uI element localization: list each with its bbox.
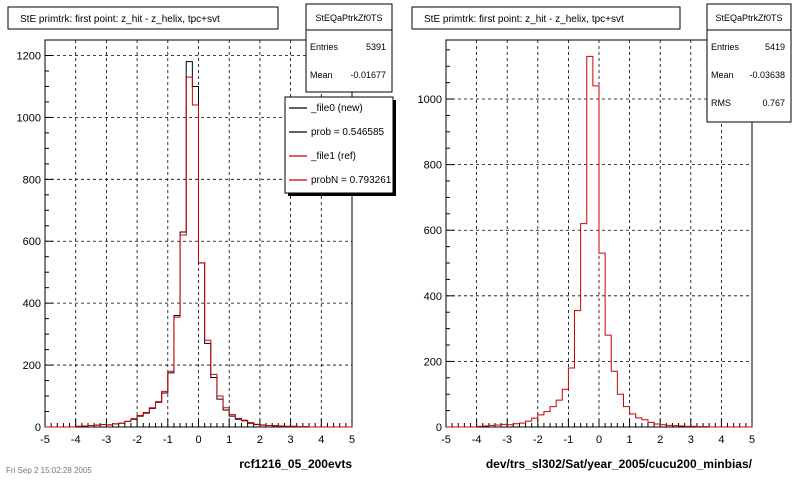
stats-box [706, 3, 792, 123]
stats-name: StEQaPtrkZf0TS [315, 13, 382, 23]
stats-box [305, 3, 393, 93]
x-tick-label: 0 [596, 434, 602, 446]
x-tick-label: -4 [71, 434, 81, 446]
x-tick-label: 5 [749, 434, 755, 446]
stats-label: Entries [711, 42, 740, 52]
stats-label: Mean [711, 70, 734, 80]
x-tick-label: 2 [657, 434, 663, 446]
title-box [7, 6, 279, 30]
stats-value: -0.01677 [350, 70, 386, 80]
x-tick-label: -1 [163, 434, 173, 446]
y-tick-label: 600 [424, 225, 442, 237]
y-tick-label: 800 [23, 174, 41, 186]
stats-name: StEQaPtrkZf0TS [715, 13, 782, 23]
x-tick-label: 3 [288, 434, 294, 446]
y-tick-label: 1200 [17, 50, 41, 62]
y-tick-label: 0 [436, 422, 442, 434]
x-tick-label: 4 [318, 434, 324, 446]
y-tick-label: 200 [23, 360, 41, 372]
chart-title: StE primtrk: first point: z_hit - z_heli… [424, 14, 624, 25]
legend-label: prob = 0.546585 [311, 127, 385, 138]
stats-value: -0.03638 [749, 70, 785, 80]
footer-timestamp: Fri Sep 2 15:02:28 2005 [6, 466, 92, 475]
x-tick-label: 4 [718, 434, 724, 446]
stats-value: 5419 [765, 42, 785, 52]
x-tick-label: 3 [688, 434, 694, 446]
legend-label: _file0 (new) [310, 103, 363, 114]
stats-label: Entries [310, 42, 339, 52]
x-axis-label: rcf1216_05_200evts [239, 457, 352, 471]
y-tick-label: 0 [35, 422, 41, 434]
chart-title: StE primtrk: first point: z_hit - z_heli… [20, 14, 220, 25]
x-tick-label: 1 [627, 434, 633, 446]
histogram-series-2 [45, 76, 352, 428]
x-tick-label: -4 [472, 434, 482, 446]
x-axis-label: dev/trs_sl302/Sat/year_2005/cucu200_minb… [486, 457, 753, 471]
y-tick-label: 600 [23, 236, 41, 248]
chart-panel-1: -5 -4 -3 -2 -1 0 1 2 3 4 5 0 200 400 600 800 1000 1200 StE… [7, 3, 396, 471]
stats-value: 5391 [366, 42, 386, 52]
y-tick-label: 400 [424, 291, 442, 303]
y-tick-label: 1000 [418, 94, 442, 106]
x-tick-label: -1 [564, 434, 574, 446]
x-tick-label: -2 [132, 434, 142, 446]
y-tick-label: 1000 [17, 112, 41, 124]
title-box [411, 6, 681, 30]
stats-label: RMS [711, 98, 731, 108]
histogram-series-1 [446, 55, 752, 428]
x-tick-label: 1 [226, 434, 232, 446]
x-tick-label: -3 [502, 434, 512, 446]
stats-label: Mean [310, 70, 333, 80]
x-tick-label: 5 [349, 434, 355, 446]
x-tick-label: -5 [40, 434, 50, 446]
x-tick-label: 0 [195, 434, 201, 446]
legend-label: probN = 0.793261 [311, 175, 392, 186]
y-tick-label: 800 [424, 160, 442, 172]
legend-box [284, 96, 394, 194]
x-tick-label: -5 [441, 434, 451, 446]
x-tick-label: 2 [257, 434, 263, 446]
x-tick-label: -2 [533, 434, 543, 446]
legend-label: _file1 (ref) [310, 151, 356, 162]
stats-value: 0.767 [762, 98, 785, 108]
chart-panel-2: -5 -4 -3 -2 -1 0 1 2 3 4 5 0 200 400 600 800 1000 StE pri… [411, 3, 792, 471]
y-tick-label: 400 [23, 298, 41, 310]
x-tick-label: -3 [102, 434, 112, 446]
y-tick-label: 200 [424, 356, 442, 368]
